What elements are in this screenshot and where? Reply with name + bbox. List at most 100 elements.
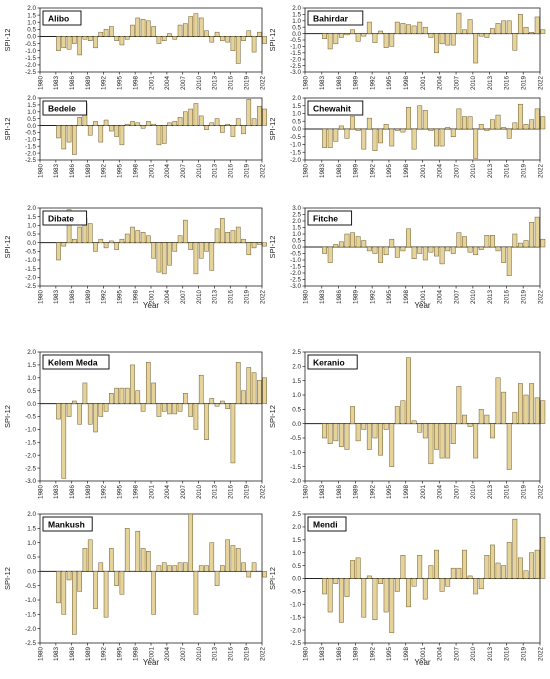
spi-bar [246, 242, 252, 256]
x-tick-label: 2001 [420, 164, 427, 179]
station-title: Mankush [48, 520, 85, 530]
spi-bar [490, 235, 495, 248]
x-tick-label: 2019 [521, 76, 528, 91]
spi-bar [456, 12, 462, 34]
y-axis-label: SPI-12 [3, 405, 12, 428]
spi-bar [220, 400, 225, 404]
spi-bar [506, 246, 512, 276]
spi-bar [434, 549, 439, 579]
spi-bar [119, 571, 125, 595]
plot-frame [39, 351, 263, 482]
spi-bar [428, 423, 434, 465]
spi-bar [56, 125, 61, 139]
station-title-box: Keranio [307, 354, 358, 370]
y-tick-label: -1.0 [25, 48, 36, 55]
x-tick-label: 2007 [453, 647, 460, 662]
spi-bar [151, 242, 156, 259]
x-tick-label: 1983 [319, 647, 326, 662]
spi-bar [135, 230, 141, 243]
spi-bar [372, 33, 378, 43]
spi-bar [529, 222, 535, 248]
spi-bar [534, 108, 540, 130]
spi-bar [130, 24, 135, 37]
spi-bar [350, 406, 355, 424]
spi-bar [188, 513, 193, 572]
spi-bar [501, 246, 507, 263]
spi-bar [235, 362, 241, 404]
spi-bar [109, 548, 114, 572]
y-tick-label: -2.0 [290, 56, 301, 63]
spi-bar [103, 119, 109, 126]
spi-bar [450, 246, 456, 254]
spi-bar [198, 115, 204, 126]
y-tick-label: 2.5 [292, 349, 301, 356]
spi-bar [445, 33, 451, 46]
x-tick-label: 1995 [386, 164, 393, 179]
spi-bar [156, 565, 162, 572]
x-tick-label: 2022 [537, 647, 544, 662]
y-tick-label: 2.0 [27, 205, 36, 212]
spi-bar [361, 33, 367, 37]
x-tick-label: 1983 [53, 164, 60, 179]
spi-bar [506, 128, 512, 139]
y-tick-label: -0.5 [25, 249, 36, 256]
spi-bar [534, 397, 540, 424]
spi-bar [361, 423, 367, 430]
y-tick-label: 0.5 [27, 27, 36, 34]
x-tick-label: 2001 [420, 290, 427, 305]
spi-bar [209, 122, 215, 126]
x-tick-label: 1983 [53, 647, 60, 662]
x-tick-label: 2004 [437, 76, 444, 91]
spi-bar [140, 19, 146, 37]
y-tick-label: 0.0 [27, 401, 36, 408]
spi-bar [366, 246, 372, 252]
spi-bar [406, 228, 411, 248]
spi-bar [156, 36, 162, 44]
spi-bar [506, 423, 512, 470]
spi-bar [428, 128, 434, 131]
spi-bar [246, 99, 252, 126]
y-tick-label: -2.0 [290, 478, 301, 485]
spi-bar [87, 539, 93, 572]
x-tick-label: 1989 [353, 647, 360, 662]
spi-bar [225, 403, 230, 410]
x-tick-label: 1995 [117, 290, 124, 305]
x-tick-label: 2010 [470, 164, 477, 179]
x-tick-label: 2007 [453, 164, 460, 179]
x-tick-label: 1995 [117, 485, 124, 500]
y-tick-label: 1.0 [292, 18, 301, 25]
x-tick-label: 2013 [212, 76, 219, 91]
spi-bar [484, 555, 490, 579]
x-axis-label: Year [143, 658, 160, 667]
station-title-box: Bahirdar [307, 10, 364, 26]
y-tick-label: 0.5 [27, 554, 36, 561]
x-tick-label: 2013 [487, 76, 494, 91]
x-tick-label: 1998 [403, 290, 410, 305]
x-tick-label: 2016 [228, 290, 235, 305]
y-tick-label: 0.0 [292, 576, 301, 583]
spi-bar [119, 125, 125, 146]
spi-bar [501, 20, 507, 34]
spi-bar [124, 387, 130, 404]
spi-bar [378, 30, 383, 34]
x-tick-label: 2019 [243, 76, 250, 91]
spi-bar [445, 423, 451, 459]
spi-bar [167, 122, 172, 126]
x-tick-label: 2013 [487, 647, 494, 662]
spi-bar [262, 242, 267, 247]
spi-bar [251, 242, 257, 249]
x-tick-label: 1995 [117, 164, 124, 179]
x-tick-label: 2010 [196, 164, 203, 179]
spi-bar [193, 242, 199, 275]
spi-bar [77, 571, 82, 592]
station-title: Kelem Meda [48, 358, 98, 368]
spi-bar [523, 240, 529, 248]
y-tick-label: -0.5 [290, 37, 301, 44]
x-tick-label: 2007 [180, 164, 187, 179]
spi-bar [467, 246, 473, 253]
x-tick-label: 1995 [386, 290, 393, 305]
spi-bar [220, 125, 225, 133]
x-tick-label: 2007 [453, 290, 460, 305]
x-tick-label: 1986 [336, 164, 343, 179]
